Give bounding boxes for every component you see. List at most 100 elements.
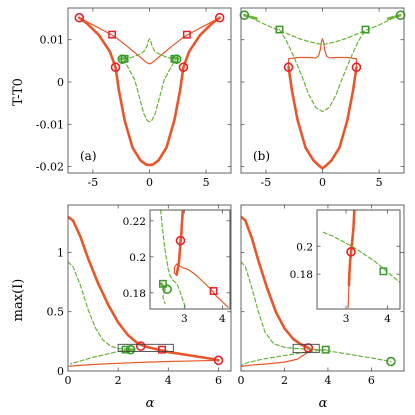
panel-b-series-layer bbox=[243, 13, 402, 170]
panel-d-marker-square-2 bbox=[321, 345, 330, 354]
panel-a-marker-square-2 bbox=[108, 30, 117, 39]
x-axis-label-d: α bbox=[319, 396, 328, 411]
inset-c-marker-circle-3 bbox=[162, 284, 172, 295]
panel-c-zoom-box bbox=[117, 343, 174, 352]
panel-d-series-0 bbox=[241, 215, 312, 351]
inset-d-series-0 bbox=[347, 210, 356, 287]
panel-b-xtick-label-0: -5 bbox=[261, 176, 272, 189]
panel-a-xtick-label-2: 5 bbox=[203, 176, 210, 189]
inset-c-ytick-label-1: 0.2 bbox=[129, 252, 146, 264]
panel-d-xtick-label-1: 2 bbox=[281, 374, 288, 387]
panel-c-series-1 bbox=[68, 359, 220, 367]
panel-d-xtick-label-2: 4 bbox=[324, 374, 331, 387]
panel-a-ytick-label-1: -0.01 bbox=[36, 118, 64, 131]
inset-c-marker-circle-0 bbox=[175, 235, 186, 246]
inset-c-ytick-label-2: 0.22 bbox=[123, 216, 146, 228]
inset-d-marker-square-1 bbox=[379, 267, 388, 276]
panel-d-series-2 bbox=[241, 261, 392, 363]
panel-d-frame bbox=[240, 204, 405, 372]
panel-a-series-4 bbox=[122, 58, 177, 123]
y-axis-label-top: T-T0 bbox=[11, 78, 26, 106]
panel-a-marker-square-3 bbox=[182, 30, 191, 39]
panel-b-marker-square-3 bbox=[361, 25, 370, 34]
panel-a-series-5 bbox=[122, 38, 177, 60]
inset-c-ytick-label-0: 0.18 bbox=[123, 288, 146, 300]
panel-c-marker-square-4 bbox=[121, 345, 130, 354]
inset-c-series-2 bbox=[160, 210, 187, 309]
panel-a-series-2 bbox=[182, 16, 221, 69]
panel-a-series-3 bbox=[78, 17, 221, 65]
panels: -505-0.02-0.0100.01(a)-505(b)024600.51(c… bbox=[36, 7, 406, 387]
panel-b-marker-circle-5 bbox=[351, 62, 362, 73]
inset-c-marker-square-1 bbox=[209, 287, 218, 295]
panel-c-series-0 bbox=[68, 215, 220, 362]
panel-c-xtick-label-1: 2 bbox=[115, 374, 122, 387]
panel-b-marker-circle-4 bbox=[283, 62, 294, 73]
inset-d: 3 4 0.18 0.2 bbox=[290, 209, 401, 325]
inset-d-xtick-label-1: 4 bbox=[384, 313, 391, 325]
panel-a-label: (a) bbox=[80, 149, 97, 163]
panel-b-series-5 bbox=[278, 28, 367, 113]
panel-c-marker-circle-1 bbox=[135, 341, 146, 351]
panel-b-series-1 bbox=[287, 38, 358, 68]
inset-d-frame bbox=[316, 209, 401, 310]
panel-c-ytick-label-1: 0.5 bbox=[47, 306, 65, 319]
panel-b-series-0 bbox=[287, 65, 358, 170]
panel-a-marker-circle-4 bbox=[110, 62, 121, 73]
inset-d-ytick-label-0: 0.18 bbox=[290, 269, 313, 281]
panel-b-xtick-label-1: 0 bbox=[319, 176, 326, 189]
panel-a-xtick-label-0: -5 bbox=[88, 176, 99, 189]
panel-a-series-1 bbox=[78, 16, 117, 69]
panel-d-zoom-box bbox=[292, 343, 320, 354]
inset-d-ytick-label-1: 0.2 bbox=[296, 241, 313, 253]
panel-b-xtick-label-2: 5 bbox=[376, 176, 383, 189]
panel-d-marker-circle-1 bbox=[386, 356, 396, 367]
panel-c-xtick-label-0: 0 bbox=[65, 374, 72, 387]
panel-a-ytick-label-0: -0.02 bbox=[36, 161, 64, 174]
y-axis-label-bottom: max(I) bbox=[11, 279, 26, 322]
panel-b-marker-square-2 bbox=[275, 25, 284, 34]
panel-c-series-2 bbox=[68, 261, 132, 351]
inset-d-marker-circle-0 bbox=[346, 247, 356, 257]
panel-d-xtick-label-0: 0 bbox=[238, 374, 245, 387]
panel-c-frame bbox=[67, 204, 232, 372]
panel-a-xtick-label-1: 0 bbox=[146, 176, 153, 189]
panel-a-ytick-label-2: 0 bbox=[57, 76, 64, 89]
inset-d-series-2 bbox=[322, 231, 400, 284]
panel-a-series-0 bbox=[114, 65, 185, 167]
x-axis-label-c: α bbox=[146, 396, 155, 411]
panel-a-marker-square-9 bbox=[170, 54, 179, 63]
panel-a-series-layer bbox=[78, 16, 221, 167]
inset-d-background bbox=[316, 209, 401, 310]
panel-c-marker-square-2 bbox=[158, 345, 166, 354]
panel-a: -5 0 5 -0.02 -0.01 0 0.01 (a) bbox=[36, 7, 232, 189]
inset-d-xtick-label-0: 3 bbox=[343, 313, 350, 325]
inset-c-xtick-label-1: 4 bbox=[219, 313, 226, 325]
panel-d-xtick-label-3: 6 bbox=[368, 374, 375, 387]
inset-d-series-1 bbox=[347, 284, 350, 309]
inset-c: 3 4 0.18 0.2 0.22 bbox=[123, 209, 231, 325]
panel-a-marker-circle-1 bbox=[214, 12, 225, 23]
panel-b-marker-circle-1 bbox=[395, 10, 406, 20]
panel-c-ytick-label-0: 0 bbox=[57, 365, 64, 378]
panel-a-marker-circle-0 bbox=[74, 12, 85, 23]
panel-a-marker-square-8 bbox=[120, 54, 129, 63]
panel-b: -5 0 5 (b) bbox=[239, 7, 406, 189]
panel-c-marker-circle-0 bbox=[213, 355, 224, 366]
inset-c-frame bbox=[149, 209, 231, 310]
inset-c-xtick-label-0: 3 bbox=[181, 313, 188, 325]
panel-b-marker-circle-0 bbox=[239, 10, 250, 20]
panel-c-marker-circle-3 bbox=[125, 344, 136, 355]
panel-d-series-1 bbox=[241, 349, 312, 367]
inset-c-series-0 bbox=[175, 210, 185, 277]
panel-b-label: (b) bbox=[253, 149, 270, 163]
inset-c-series-1 bbox=[173, 263, 229, 308]
panel-c-xtick-label-2: 4 bbox=[165, 374, 172, 387]
panel-a-ytick-label-3: 0.01 bbox=[40, 34, 65, 47]
panel-c-ytick-label-2: 1 bbox=[57, 246, 64, 259]
panel-a-marker-circle-5 bbox=[178, 62, 189, 73]
inset-d-series-layer bbox=[322, 210, 400, 309]
